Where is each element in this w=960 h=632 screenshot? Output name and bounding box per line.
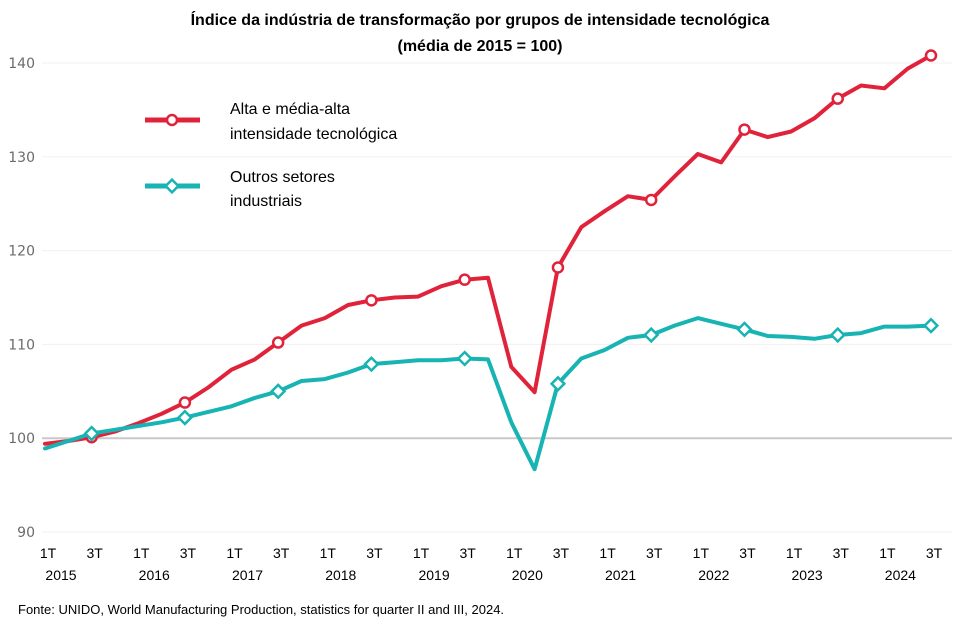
data-point-circle <box>644 193 658 207</box>
x-tick-quarter-label: 1T <box>786 545 803 561</box>
legend-label-line2: intensidade tecnológica <box>230 126 397 143</box>
data-point-diamond <box>736 321 753 338</box>
y-tick-label: 120 <box>8 244 35 260</box>
y-tick-label: 100 <box>8 431 35 447</box>
x-tick-quarter-label: 3T <box>553 545 570 561</box>
series-high-tech <box>43 49 938 446</box>
x-tick-quarter-label: 1T <box>40 545 57 561</box>
series-other-sectors <box>43 316 940 472</box>
x-tick-quarter-label: 3T <box>739 545 756 561</box>
data-point-circle <box>738 123 751 136</box>
x-tick-year-label: 2019 <box>418 567 449 583</box>
x-tick-year-label: 2017 <box>232 567 263 583</box>
x-tick-year-label: 2023 <box>792 567 823 583</box>
legend-item-other: Outros setores industriais <box>145 169 335 210</box>
data-point-diamond <box>83 425 100 442</box>
x-tick-quarter-label: 3T <box>833 545 850 561</box>
y-tick-label: 130 <box>8 150 35 166</box>
data-point-diamond <box>829 326 846 344</box>
x-tick-quarter-label: 1T <box>133 545 150 561</box>
x-tick-quarter-label: 1T <box>879 545 896 561</box>
y-tick-label: 140 <box>8 56 35 72</box>
x-tick-year-label: 2018 <box>325 567 356 583</box>
x-tick-year-label: 2021 <box>605 567 636 583</box>
x-axis: 1T 3T 1T 3T 1T 3T 1T 3T 1T 3T 1T 3T 1T 3T 1T 3T 1T 3T 1T 3T… <box>40 545 943 583</box>
y-tick-label: 90 <box>17 525 35 541</box>
x-tick-quarter-label: 3T <box>646 545 663 561</box>
legend: Alta e média-alta intensidade tecnológic… <box>145 101 397 210</box>
diamond-marker-icon <box>163 177 181 195</box>
x-tick-quarter-label: 1T <box>320 545 337 561</box>
legend-item-high-tech: Alta e média-alta intensidade tecnológic… <box>145 101 397 143</box>
data-point-circle <box>271 336 285 349</box>
x-tick-quarter-label: 3T <box>273 545 290 561</box>
data-point-diamond <box>363 355 380 373</box>
y-axis: 90 100 110 120 130 140 <box>8 56 35 541</box>
source-note: Fonte: UNIDO, World Manufacturing Produc… <box>18 602 504 617</box>
data-point-circle <box>365 294 378 307</box>
legend-label-line1: Alta e média-alta <box>230 101 350 118</box>
y-tick-label: 110 <box>8 337 35 353</box>
x-tick-quarter-label: 1T <box>506 545 523 561</box>
legend-label-line1: Outros setores <box>230 169 335 186</box>
x-tick-quarter-label: 1T <box>693 545 710 561</box>
data-point-diamond <box>643 326 660 344</box>
x-tick-quarter-label: 1T <box>599 545 616 561</box>
legend-label-line2: industriais <box>230 193 302 210</box>
x-tick-quarter-label: 3T <box>86 545 103 561</box>
x-tick-year-label: 2022 <box>698 567 729 583</box>
x-tick-year-label: 2024 <box>885 567 916 583</box>
x-tick-year-label: 2015 <box>45 567 76 583</box>
data-point-circle <box>551 261 565 274</box>
data-point-diamond <box>922 317 940 334</box>
data-point-diamond <box>456 350 473 367</box>
data-point-circle <box>831 92 844 105</box>
circle-marker-icon <box>165 113 179 127</box>
data-point-circle <box>458 273 471 286</box>
data-point-diamond <box>270 383 287 400</box>
data-point-diamond <box>176 409 194 426</box>
series-line <box>43 316 933 472</box>
gridlines <box>42 62 952 533</box>
x-tick-quarter-label: 3T <box>366 545 383 561</box>
x-tick-quarter-label: 1T <box>413 545 430 561</box>
data-point-diamond <box>549 375 567 392</box>
x-tick-quarter-label: 3T <box>460 545 477 561</box>
x-tick-quarter-label: 3T <box>180 545 197 561</box>
chart-subtitle: (média de 2015 = 100) <box>398 38 563 55</box>
x-tick-year-label: 2016 <box>139 567 170 583</box>
series-line <box>43 53 933 446</box>
chart-title: Índice da indústria de transformação por… <box>191 10 770 29</box>
series-group <box>43 49 940 472</box>
data-point-circle <box>924 49 938 62</box>
x-tick-year-label: 2020 <box>512 567 543 583</box>
x-tick-quarter-label: 3T <box>926 545 943 561</box>
data-point-circle <box>178 396 192 409</box>
x-tick-quarter-label: 1T <box>226 545 243 561</box>
